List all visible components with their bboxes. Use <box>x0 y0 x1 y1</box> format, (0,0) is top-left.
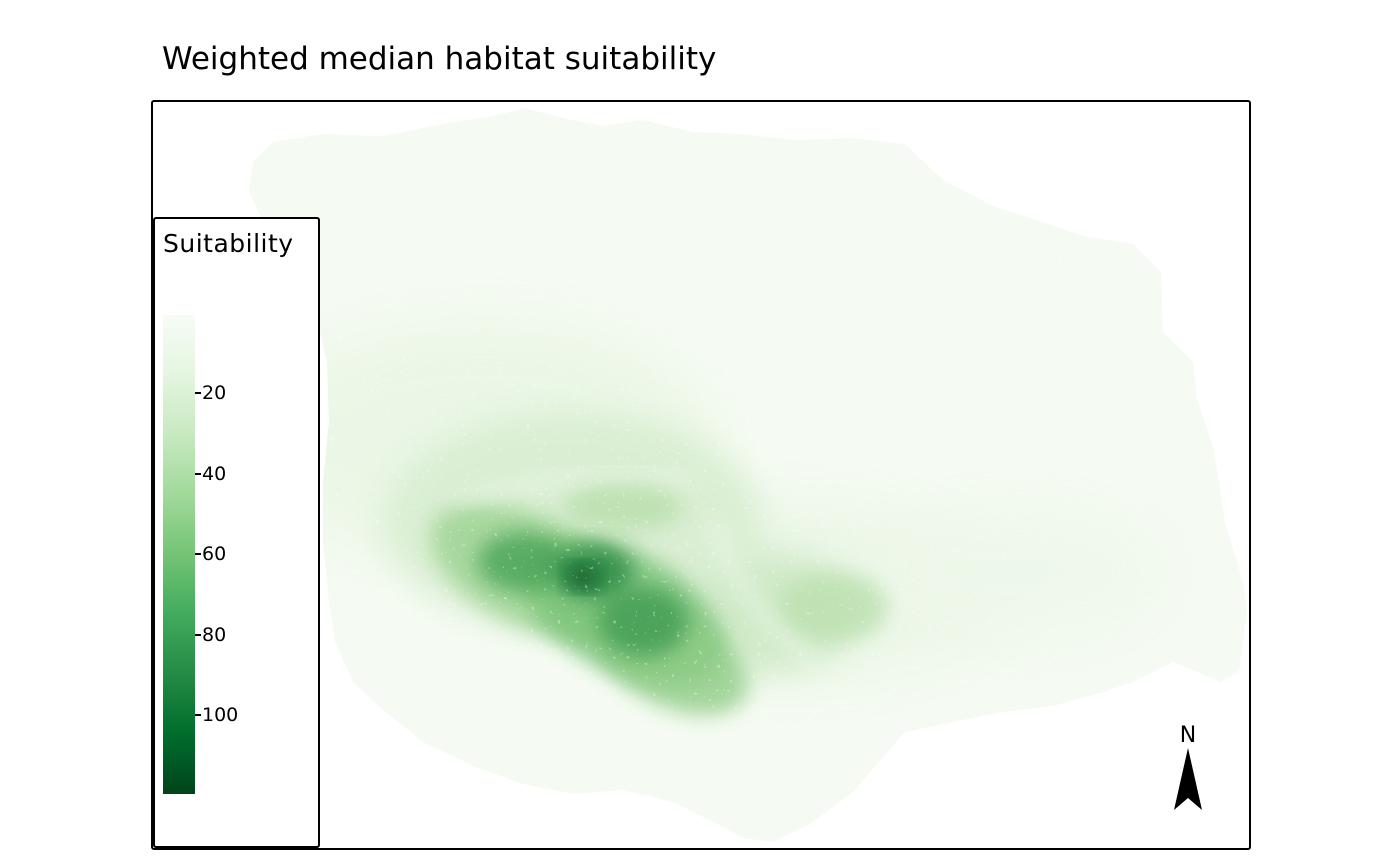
legend-label-20: 20 <box>202 382 227 404</box>
legend-tick <box>195 392 201 394</box>
north-arrow-label: N <box>1180 723 1196 748</box>
legend-tick <box>195 553 201 555</box>
north-arrow-icon: N <box>1174 723 1202 810</box>
legend-label-100: 100 <box>202 704 239 726</box>
legend-tick <box>195 473 201 475</box>
map-title: Weighted median habitat suitability <box>162 41 717 77</box>
legend-tick <box>195 714 201 716</box>
legend-tick <box>195 634 201 636</box>
legend-color-bar <box>163 315 195 794</box>
map-panel[interactable] <box>151 100 1251 850</box>
legend-label-40: 40 <box>202 463 227 485</box>
legend-title: Suitability <box>163 229 294 258</box>
legend-label-80: 80 <box>202 624 227 646</box>
legend-label-60: 60 <box>202 543 227 565</box>
suitability-raster <box>249 108 1247 842</box>
